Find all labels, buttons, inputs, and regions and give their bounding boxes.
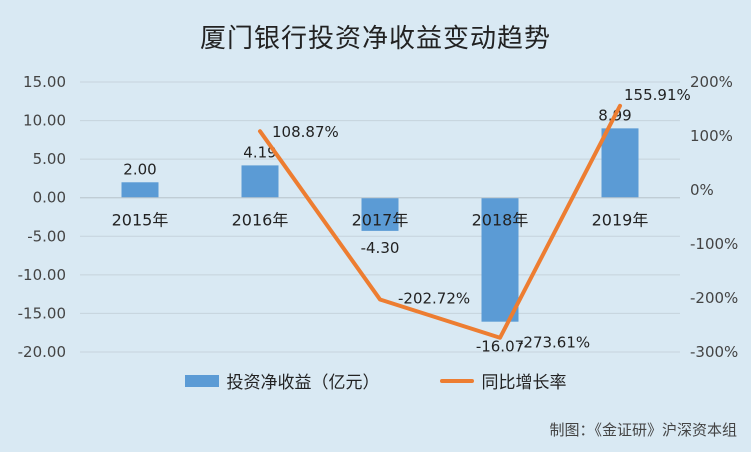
left-axis-tick: 0.00 xyxy=(33,189,66,207)
bar-value-label: -4.30 xyxy=(361,239,400,257)
left-axis-tick: -15.00 xyxy=(18,304,66,322)
left-axis-tick: 10.00 xyxy=(23,112,66,130)
chart-title: 厦门银行投资净收益变动趋势 xyxy=(199,24,551,54)
right-axis-tick: -100% xyxy=(690,235,738,253)
category-label: 2019年 xyxy=(592,211,649,230)
category-label: 2016年 xyxy=(232,211,289,230)
right-axis-tick: 0% xyxy=(690,181,714,199)
line-value-label: 108.87% xyxy=(272,123,339,141)
chart-legend: 投资净收益（亿元） 同比增长率 xyxy=(0,368,751,393)
growth-rate-line xyxy=(258,103,622,340)
bar-value-label: -16.07 xyxy=(476,338,524,356)
right-axis-tick: -300% xyxy=(690,343,738,361)
right-axis-tick: 200% xyxy=(690,73,733,91)
line-value-label: 155.91% xyxy=(624,86,691,104)
chart-credit: 制图：《金证研》沪深资本组 xyxy=(549,421,737,439)
line-value-label: -273.61% xyxy=(518,334,590,352)
bar xyxy=(121,182,159,198)
right-axis-tick: 100% xyxy=(690,127,733,145)
legend-label-bar: 投资净收益（亿元） xyxy=(226,373,380,393)
legend-item-bar: 投资净收益（亿元） xyxy=(184,368,380,393)
legend-item-line: 同比增长率 xyxy=(439,368,567,393)
bar xyxy=(601,128,639,198)
bar-value-label: 2.00 xyxy=(123,160,156,178)
legend-swatch-line xyxy=(439,378,474,383)
category-label: 2018年 xyxy=(472,211,529,230)
left-axis-tick: -20.00 xyxy=(18,343,66,361)
legend-swatch-bar xyxy=(184,374,219,387)
line-value-label: -202.72% xyxy=(398,289,470,307)
legend-label-line: 同比增长率 xyxy=(481,373,567,393)
left-axis-tick: 5.00 xyxy=(33,150,66,168)
left-axis-tick: 15.00 xyxy=(23,73,66,91)
bar xyxy=(241,165,279,198)
left-axis-tick: -5.00 xyxy=(27,227,66,245)
left-axis-tick: -10.00 xyxy=(18,266,66,284)
bar-value-label: 4.19 xyxy=(243,143,276,161)
right-axis-tick: -200% xyxy=(690,289,738,307)
bar xyxy=(481,197,519,322)
category-label: 2017年 xyxy=(352,211,409,230)
bar xyxy=(361,197,399,231)
category-label: 2015年 xyxy=(112,211,169,230)
